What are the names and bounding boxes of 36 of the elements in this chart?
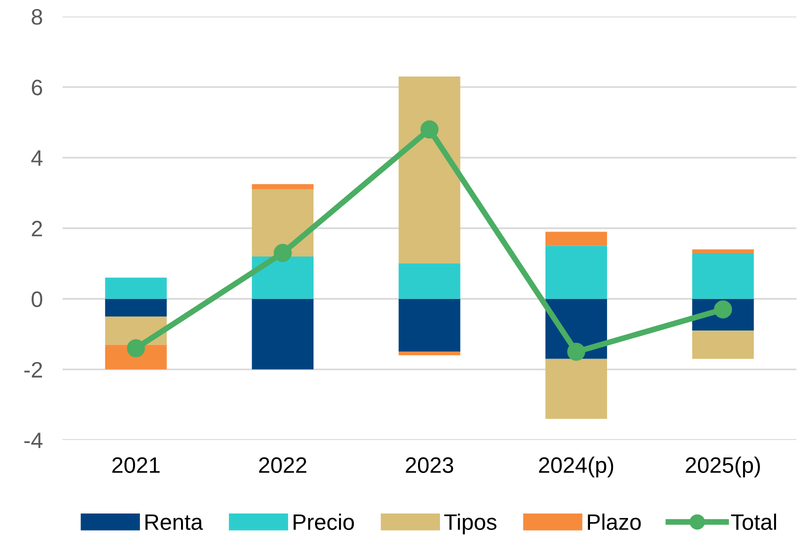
- bar: [105, 298, 167, 316]
- y-tick-label: 2: [32, 220, 42, 236]
- y-tick-label: 6: [32, 80, 42, 96]
- bar: [252, 256, 314, 299]
- bar: [545, 246, 608, 299]
- legend-label: Precio: [294, 514, 354, 530]
- x-tick-label: 2024(p): [539, 456, 614, 478]
- bar: [398, 76, 460, 264]
- bar: [692, 249, 754, 253]
- x-tick-label: 2025(p): [686, 456, 760, 478]
- bar: [252, 189, 314, 256]
- y-tick-label: 0: [32, 291, 42, 308]
- bar: [398, 298, 460, 352]
- y-tick-label: 4: [31, 150, 42, 166]
- y-tick-label: 8: [32, 9, 42, 25]
- x-tick-label: 2022: [259, 457, 306, 473]
- bar: [252, 184, 314, 190]
- y-tick-label: -4: [24, 432, 42, 448]
- legend-label: Plazo: [588, 514, 641, 530]
- bar: [545, 358, 608, 419]
- x-tick-label: 2021: [112, 457, 160, 473]
- y-tick-label: -2: [24, 362, 42, 378]
- bar: [105, 278, 167, 299]
- bar: [692, 330, 754, 359]
- bar: [692, 252, 754, 299]
- bar: [398, 264, 460, 299]
- legend-label: Renta: [145, 514, 203, 530]
- bar: [252, 298, 314, 370]
- bar: [545, 232, 608, 246]
- point: [420, 120, 438, 138]
- bar: [398, 352, 460, 356]
- point: [567, 342, 586, 361]
- point: [274, 244, 292, 262]
- legend-label: Total: [731, 514, 776, 530]
- x-tick-label: 2023: [406, 457, 454, 473]
- legend-label: Tipos: [444, 514, 496, 534]
